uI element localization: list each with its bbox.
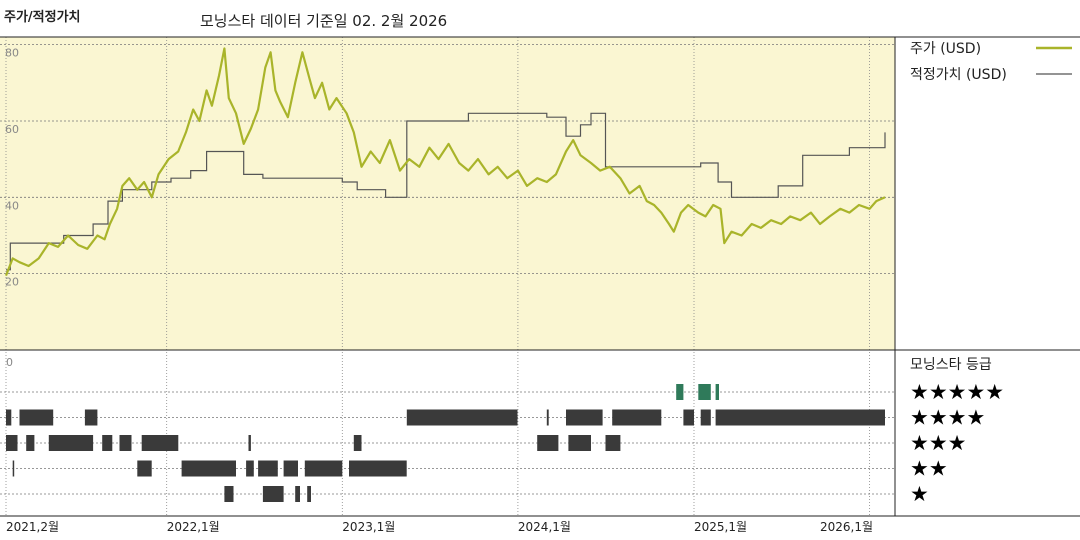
rating-bar-1-star xyxy=(262,486,284,502)
x-tick-label: 2025,1월 xyxy=(694,520,747,534)
rating-bar-5-star xyxy=(715,384,719,400)
star-label-3: ★★★ xyxy=(910,431,966,455)
rating-bar-3-star xyxy=(141,435,179,451)
rating-bar-5-star xyxy=(698,384,711,400)
data-date-subtitle: 모닝스타 데이터 기준일 02. 2월 2026 xyxy=(200,12,448,30)
rating-bar-3-star xyxy=(48,435,94,451)
rating-bar-3-star xyxy=(568,435,591,451)
rating-bar-2-star xyxy=(246,460,254,477)
star-label-2: ★★ xyxy=(910,457,948,481)
rating-bar-3-star xyxy=(119,435,132,451)
x-tick-label: 2026,1월 xyxy=(820,520,873,534)
rating-bar-2-star xyxy=(258,460,278,477)
rating-bar-1-star xyxy=(295,486,300,502)
chart-frame xyxy=(0,36,1080,517)
rating-bar-4-star xyxy=(6,409,12,426)
rating-bar-3-star xyxy=(605,435,621,451)
fair-value-line xyxy=(6,112,886,271)
rating-bars xyxy=(6,384,885,502)
chart-header-title: 주가/적정가치 xyxy=(4,10,81,25)
rating-bar-2-star xyxy=(349,460,407,477)
legend-fair-value-label: 적정가치 (USD) xyxy=(910,67,1007,83)
rating-bar-4-star xyxy=(19,409,54,426)
y-tick-labels: 80 60 40 20 xyxy=(5,47,19,289)
rating-bar-2-star xyxy=(137,460,152,477)
rating-bar-3-star xyxy=(537,435,559,451)
y-tick-label: 40 xyxy=(5,199,19,212)
rating-bar-4-star xyxy=(546,409,549,426)
rating-bar-3-star xyxy=(353,435,362,451)
legend: 주가 (USD) 적정가치 (USD) xyxy=(910,41,1072,83)
rating-bar-2-star xyxy=(181,460,236,477)
rating-bar-4-star xyxy=(715,409,885,426)
x-tick-label: 2024,1월 xyxy=(518,520,571,534)
x-tick-label: 2023,1월 xyxy=(342,520,395,534)
rating-bar-4-star xyxy=(683,409,694,426)
legend-price-label: 주가 (USD) xyxy=(910,41,981,57)
rating-bar-3-star xyxy=(6,435,18,451)
y-tick-label: 80 xyxy=(5,47,19,60)
rating-bar-4-star xyxy=(566,409,603,426)
x-tick-label: 2021,2월 xyxy=(6,520,59,534)
rating-bar-4-star xyxy=(84,409,98,426)
rating-bar-3-star xyxy=(26,435,35,451)
rating-bar-4-star xyxy=(406,409,518,426)
rating-axis-zero: 0 xyxy=(6,356,13,369)
rating-bar-1-star xyxy=(224,486,234,502)
rating-bar-2-star xyxy=(304,460,343,477)
rating-bar-4-star xyxy=(700,409,711,426)
rating-bar-5-star xyxy=(676,384,684,400)
rating-bar-3-star xyxy=(248,435,251,451)
plot-area-background xyxy=(0,37,895,350)
x-tick-label: 2022,1월 xyxy=(167,520,220,534)
rating-bar-1-star xyxy=(307,486,311,502)
star-label-5: ★★★★★ xyxy=(910,380,1004,404)
y-tick-label: 20 xyxy=(5,276,19,289)
x-tick-labels: 2021,2월 2022,1월 2023,1월 2024,1월 2025,1월 2026,… xyxy=(6,520,873,534)
star-label-1: ★ xyxy=(910,482,929,506)
rating-panel-title: 모닝스타 등급 xyxy=(910,357,992,373)
price-line xyxy=(4,47,886,276)
y-tick-label: 60 xyxy=(5,123,19,136)
rating-bar-4-star xyxy=(612,409,662,426)
rating-bar-2-star xyxy=(283,460,298,477)
star-rating-labels: ★★★★★★★★★★★★★★★ xyxy=(910,380,1004,506)
star-label-4: ★★★★ xyxy=(910,406,985,430)
rating-grid xyxy=(0,391,895,495)
rating-bar-3-star xyxy=(102,435,113,451)
rating-bar-2-star xyxy=(12,460,15,477)
